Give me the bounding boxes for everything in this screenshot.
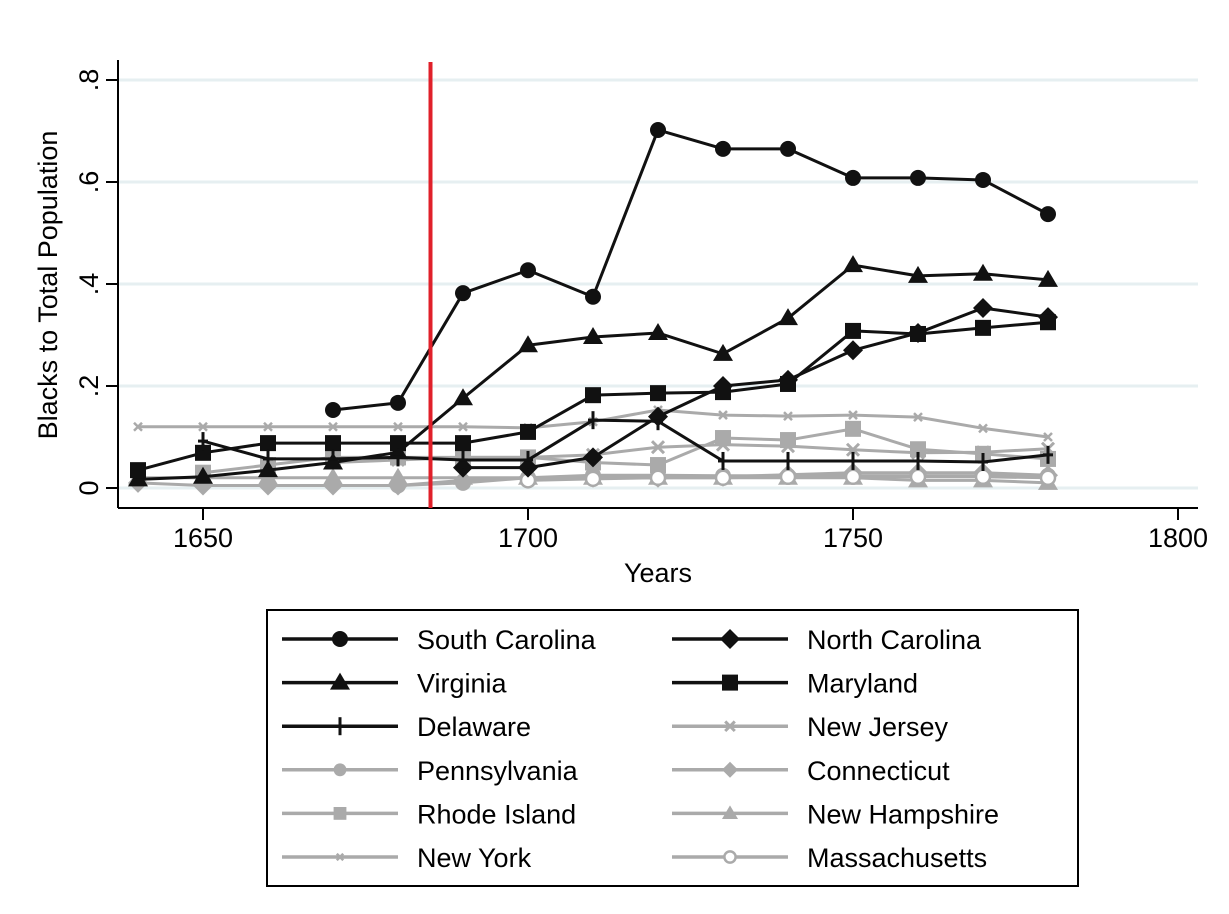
legend-item: South Carolina bbox=[282, 625, 597, 655]
y-tick-label: .4 bbox=[74, 273, 104, 296]
x-tick-label: 1650 bbox=[173, 523, 233, 553]
legend-item: Rhode Island bbox=[282, 799, 576, 829]
legend-item: Massachusetts bbox=[672, 843, 987, 873]
legend-label: New Jersey bbox=[807, 712, 949, 742]
y-tick-label: .2 bbox=[74, 375, 104, 398]
legend-item: North Carolina bbox=[672, 625, 982, 655]
y-tick-label: .8 bbox=[74, 69, 104, 92]
y-tick-label: .6 bbox=[74, 171, 104, 194]
x-tick-label: 1750 bbox=[823, 523, 883, 553]
legend-label: Connecticut bbox=[807, 756, 950, 786]
y-tick-label: 0 bbox=[74, 480, 104, 495]
series bbox=[128, 121, 1058, 496]
legend-label: Massachusetts bbox=[807, 843, 987, 873]
legend-label: Delaware bbox=[417, 712, 531, 742]
legend-item: New Jersey bbox=[672, 712, 949, 742]
legend-item: Maryland bbox=[672, 669, 918, 699]
legend-item: Pennsylvania bbox=[282, 756, 579, 786]
legend-item: Delaware bbox=[282, 712, 531, 742]
legend-label: Pennsylvania bbox=[417, 756, 579, 786]
series-maryland bbox=[130, 314, 1056, 479]
series-virginia bbox=[128, 255, 1058, 487]
legend-label: New York bbox=[417, 843, 532, 873]
axes: 0 .2 .4 .6 .8 1650 1700 1750 1800 bbox=[74, 60, 1208, 553]
series-south-carolina bbox=[325, 121, 1056, 418]
legend-box bbox=[266, 609, 1079, 887]
x-tick-label: 1800 bbox=[1148, 523, 1208, 553]
legend-label: Virginia bbox=[417, 669, 508, 699]
legend: South Carolina North Carolina Virginia Mary… bbox=[266, 609, 1079, 887]
legend-item: New Hampshire bbox=[672, 799, 999, 829]
legend-label: New Hampshire bbox=[807, 799, 999, 829]
legend-label: Rhode Island bbox=[417, 799, 576, 829]
y-axis-title: Blacks to Total Population bbox=[33, 131, 63, 440]
x-axis-title: Years bbox=[624, 558, 692, 588]
legend-label: North Carolina bbox=[807, 625, 982, 655]
gridlines bbox=[118, 78, 1198, 490]
legend-item: New York bbox=[282, 843, 532, 873]
x-tick-label: 1700 bbox=[498, 523, 558, 553]
legend-item: Virginia bbox=[282, 669, 508, 699]
legend-label: South Carolina bbox=[417, 625, 597, 655]
series-massachusetts bbox=[519, 468, 1057, 489]
legend-label: Maryland bbox=[807, 669, 918, 699]
series-delaware bbox=[198, 411, 1053, 471]
legend-item: Connecticut bbox=[672, 756, 950, 786]
